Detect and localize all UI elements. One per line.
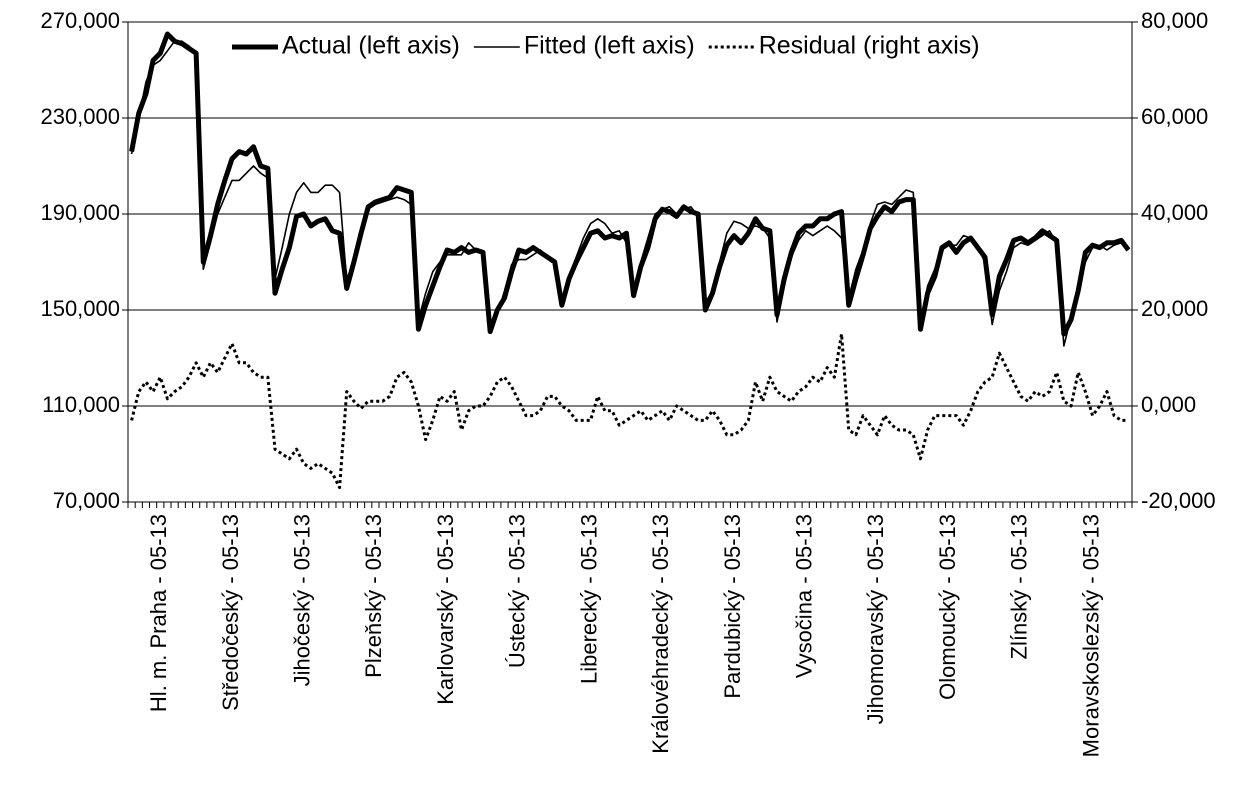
y-tick-label: 270,000 <box>40 8 120 33</box>
y-tick-label: 110,000 <box>42 392 120 417</box>
series-line <box>129 31 1131 337</box>
y2-tick-label: 80,000 <box>1141 8 1208 33</box>
x-tick-label: Liberecký - 05-13 <box>576 514 601 684</box>
x-tick-label: Ústecký - 05-13 <box>505 514 530 668</box>
x-tick-label: Zlínský - 05-13 <box>1007 514 1032 660</box>
x-tick-label: Moravskoslezský - 05-13 <box>1078 514 1103 757</box>
x-tick-label: Středočeský - 05-13 <box>218 514 243 711</box>
legend-label: Actual (left axis) <box>282 32 460 60</box>
y-tick-label: 190,000 <box>40 200 120 225</box>
x-tick-label: Plzeňský - 05-13 <box>361 514 386 678</box>
y2-tick-label: -20,000 <box>1141 488 1216 513</box>
series-line <box>130 332 1129 490</box>
y-tick-label: 150,000 <box>40 296 120 321</box>
x-tick-label: Vysočina - 05-13 <box>792 514 817 678</box>
x-tick-label: Olomoucký - 05-13 <box>935 514 960 700</box>
legend-label: Fitted (left axis) <box>524 32 695 60</box>
legend-label: Residual (right axis) <box>759 32 980 60</box>
y-tick-label: 70,000 <box>53 488 120 513</box>
series-line <box>130 40 1129 347</box>
y-tick-label: 230,000 <box>40 104 120 129</box>
x-tick-label: Jihomoravský - 05-13 <box>863 514 888 724</box>
x-tick-label: Královéhradecký - 05-13 <box>648 514 673 754</box>
x-tick-label: Jihočeský - 05-13 <box>290 514 315 686</box>
x-tick-label: Hl. m. Praha - 05-13 <box>146 514 171 712</box>
y2-tick-label: 40,000 <box>1141 200 1208 225</box>
x-tick-label: Karlovarský - 05-13 <box>433 514 458 705</box>
x-tick-label: Pardubický - 05-13 <box>720 514 745 699</box>
y2-tick-label: 60,000 <box>1141 104 1208 129</box>
y2-tick-label: 0,000 <box>1141 392 1196 417</box>
y2-tick-label: 20,000 <box>1141 296 1208 321</box>
